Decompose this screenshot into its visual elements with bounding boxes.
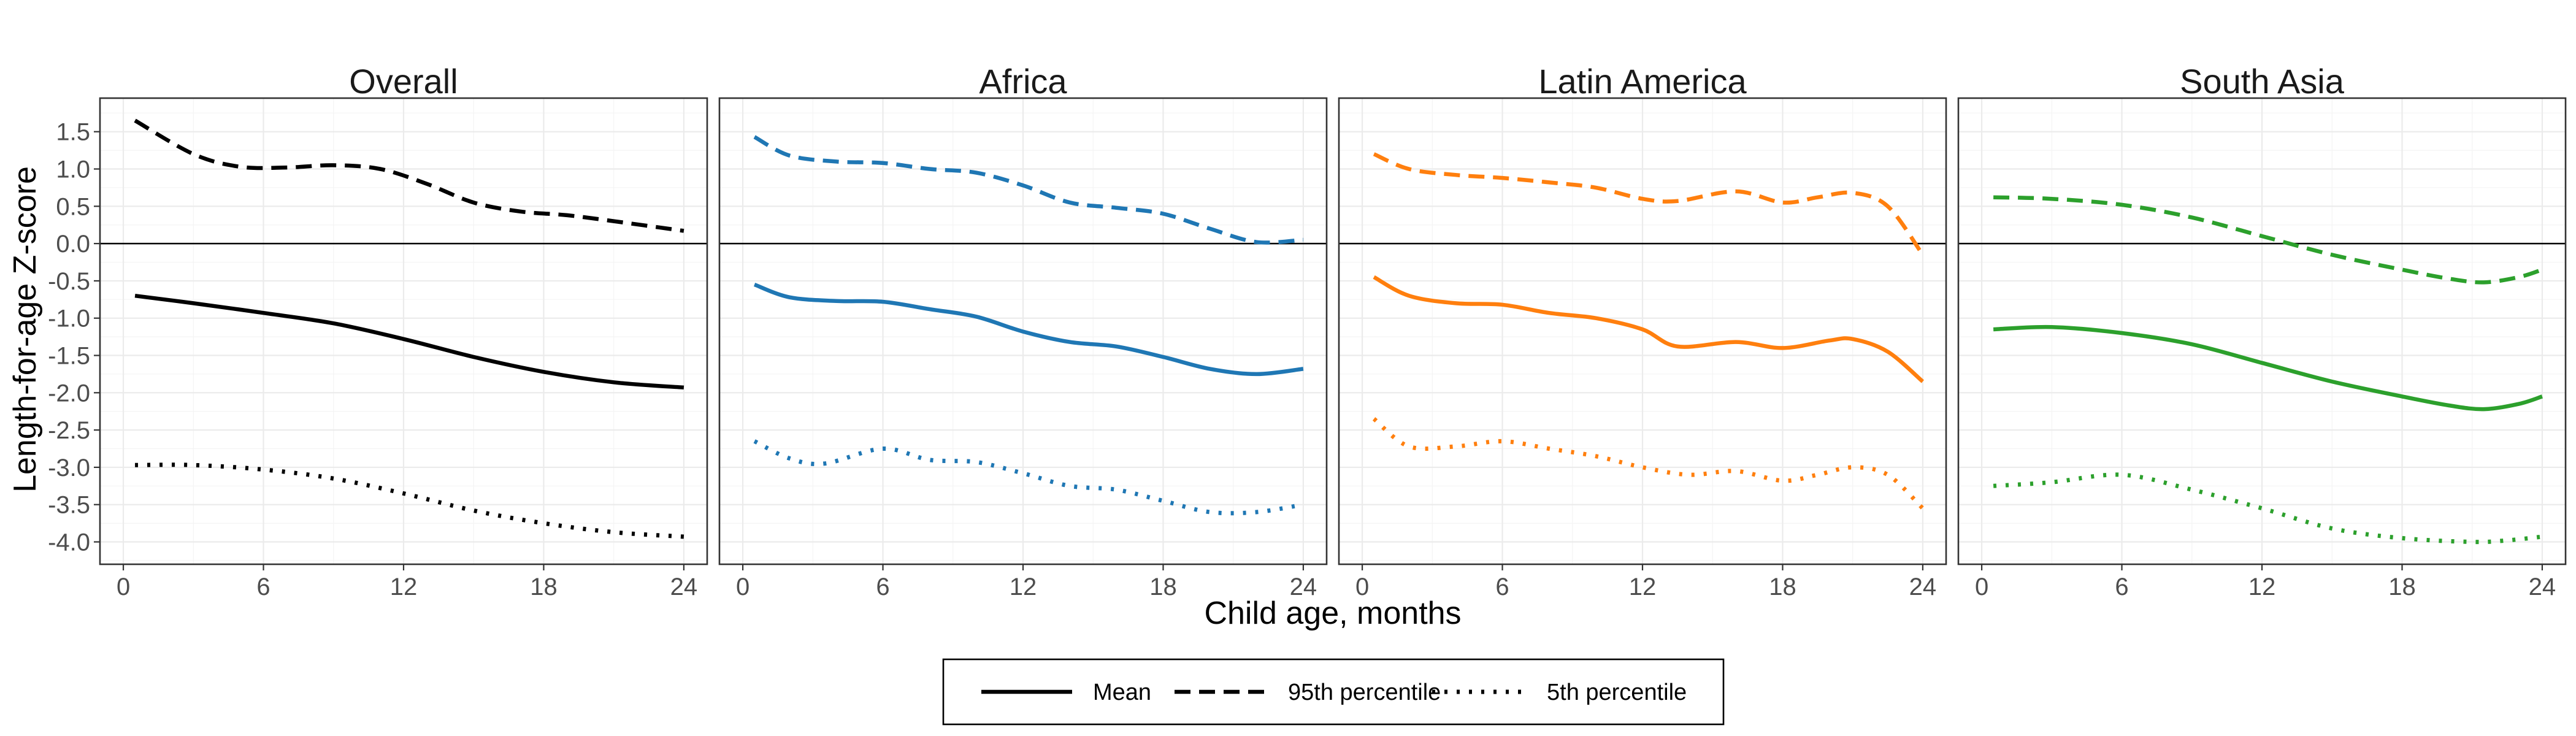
y-tick-label: -2.0 xyxy=(48,380,90,407)
y-tick-label: 1.5 xyxy=(56,119,90,146)
legend: Mean 95th percentile 5th percentile xyxy=(942,658,1725,726)
x-tick-label: 6 xyxy=(1495,573,1509,600)
legend-box xyxy=(942,658,1725,726)
y-tick-label: -2.5 xyxy=(48,417,90,444)
panel-title-overall: Overall xyxy=(349,62,458,101)
y-axis-title: Length-for-age Z-score xyxy=(7,166,43,493)
y-tick-label: -0.5 xyxy=(48,268,90,295)
series-line-solid-overall xyxy=(134,293,684,390)
series-line-dashed-south-asia xyxy=(1993,195,2543,285)
panel-title-africa: Africa xyxy=(979,62,1067,101)
x-tick-label: 0 xyxy=(1975,573,1988,600)
panel-title-south-asia: South Asia xyxy=(2180,62,2345,101)
series-line-solid-south-asia xyxy=(1993,324,2543,412)
x-tick-label: 12 xyxy=(1629,573,1657,600)
x-tick-label: 6 xyxy=(256,573,270,600)
x-tick-label: 12 xyxy=(390,573,418,600)
panel-africa: Africa 0 6 12 18 24 xyxy=(718,62,1328,600)
x-axis-title: Child age, months xyxy=(1204,596,1461,631)
x-tick-label: 12 xyxy=(2248,573,2276,600)
legend-items: Mean 95th percentile 5th percentile xyxy=(981,680,1687,705)
series-line-solid-latin-america xyxy=(1373,275,1925,383)
x-tick-label: 0 xyxy=(1355,573,1369,600)
panel-title-latin-america: Latin America xyxy=(1538,62,1747,101)
series-line-dashed-overall xyxy=(134,118,684,233)
y-tick-label: -1.5 xyxy=(48,343,90,370)
x-tick-label: 18 xyxy=(1769,573,1796,600)
series-line-dotted-south-asia xyxy=(1993,472,2543,545)
x-tick-label: 24 xyxy=(1909,573,1937,600)
series-line-dotted-overall xyxy=(135,462,684,539)
panel-latin-america: Latin America 0 6 12 18 24 xyxy=(1338,62,1947,600)
x-tick-label: 24 xyxy=(1290,573,1317,600)
y-tick-label: 0.5 xyxy=(56,193,90,220)
legend-label-dashed: 95th percentile xyxy=(1288,680,1441,705)
x-tick-label: 6 xyxy=(2115,573,2128,600)
x-tick-label: 18 xyxy=(1149,573,1177,600)
series-line-dashed-africa xyxy=(753,135,1304,245)
x-tick-label: 6 xyxy=(876,573,889,600)
x-tick-label: 12 xyxy=(1010,573,1037,600)
y-tick-label: -3.5 xyxy=(48,492,90,519)
legend-label-dotted: 5th percentile xyxy=(1547,680,1687,705)
y-tick-label: -4.0 xyxy=(48,529,90,556)
x-tick-label: 18 xyxy=(2388,573,2416,600)
y-tick-label: 0.0 xyxy=(56,231,90,258)
panel-overall: Overall 0 6 12 18 24 1.5 1.0 0.5 0.0 -0.5 -1.0 -1.5 -… xyxy=(48,62,708,600)
panels-layer: Overall 0 6 12 18 24 1.5 1.0 0.5 0.0 -0.5 -1.0 -1.5 -… xyxy=(48,62,2567,600)
x-tick-label: 18 xyxy=(530,573,558,600)
x-tick-label: 0 xyxy=(117,573,130,600)
series-line-solid-africa xyxy=(753,282,1304,377)
legend-label-solid: Mean xyxy=(1093,680,1151,705)
y-tick-label: 1.0 xyxy=(56,156,90,183)
x-tick-label: 24 xyxy=(2529,573,2556,600)
panel-south-asia: South Asia 0 6 12 18 24 xyxy=(1957,62,2567,600)
y-tick-label: -3.0 xyxy=(48,454,90,481)
y-tick-label: -1.0 xyxy=(48,305,90,332)
x-tick-label: 24 xyxy=(670,573,698,600)
x-tick-label: 0 xyxy=(736,573,749,600)
